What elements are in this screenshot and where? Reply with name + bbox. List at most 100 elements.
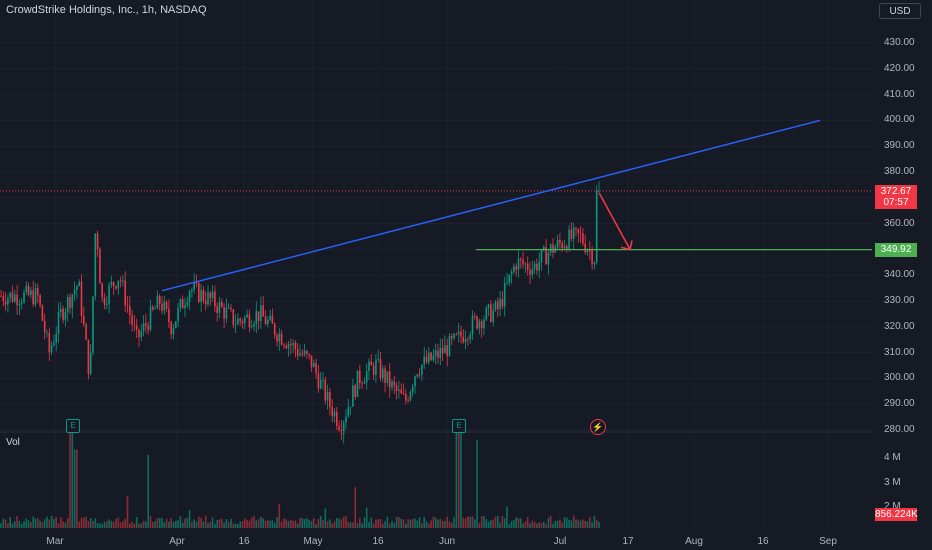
volume-bar <box>232 523 235 528</box>
time-axis-label: 16 <box>372 536 384 547</box>
candle-body <box>317 373 320 389</box>
volume-bar <box>248 520 251 528</box>
candle-body <box>78 281 80 287</box>
volume-bar <box>317 519 320 528</box>
candle-body <box>524 263 527 265</box>
volume-bar <box>20 523 23 528</box>
volume-bar <box>14 521 16 528</box>
volume-bar <box>129 523 131 528</box>
candle-body <box>306 350 308 354</box>
candle-body <box>4 301 7 305</box>
candle-body <box>405 393 407 401</box>
volume-bar <box>377 519 379 528</box>
volume-bar <box>216 519 218 528</box>
volume-bar <box>451 522 453 528</box>
candle-body <box>457 331 460 335</box>
volume-bar <box>524 521 527 528</box>
volume-bar <box>175 520 177 528</box>
volume-bar <box>55 517 57 528</box>
candle-body <box>485 307 488 320</box>
volume-bar <box>287 520 290 528</box>
candle-body <box>377 358 379 361</box>
candle-body <box>112 282 115 287</box>
candle-body <box>407 400 409 402</box>
volume-bar <box>418 517 421 528</box>
volume-bar <box>520 518 522 528</box>
volume-bar <box>547 517 550 528</box>
volume-bar <box>430 520 432 528</box>
volume-bar <box>30 522 32 528</box>
candle-body <box>598 190 600 192</box>
candle-body <box>278 333 281 342</box>
candle-body <box>313 363 315 368</box>
volume-bar <box>131 521 133 528</box>
candle-body <box>529 270 531 275</box>
candle-body <box>584 243 586 253</box>
candle-body <box>110 282 113 286</box>
candle-body <box>451 335 453 339</box>
candle-body <box>570 229 573 239</box>
candle-body <box>322 379 324 381</box>
candle-body <box>547 252 550 265</box>
candle-body <box>372 365 375 375</box>
volume-bar <box>354 487 356 528</box>
candle-body <box>218 302 221 313</box>
earnings-marker[interactable]: E <box>452 419 466 433</box>
candle-body <box>492 310 494 322</box>
volume-bar <box>209 521 212 528</box>
candle-body <box>16 294 18 306</box>
volume-bar <box>388 523 391 528</box>
candle-body <box>257 311 260 321</box>
volume-bar <box>25 518 28 528</box>
volume-bar <box>326 521 329 528</box>
volume-bar <box>591 522 593 528</box>
volume-bar <box>69 430 71 528</box>
candle-body <box>292 342 294 346</box>
volume-bar <box>598 522 600 528</box>
candle-body <box>20 302 23 304</box>
volume-bar <box>499 522 501 528</box>
candle-body <box>73 290 76 295</box>
candle-body <box>384 368 386 383</box>
candle-body <box>117 280 120 289</box>
candle-body <box>267 320 269 325</box>
volume-bar <box>89 518 92 528</box>
volume-bar <box>384 521 386 528</box>
candle-body <box>193 282 195 290</box>
currency-button[interactable]: USD <box>879 3 921 19</box>
volume-axis-label: 2 M <box>884 501 901 512</box>
volume-bar <box>593 515 596 528</box>
candle-body <box>522 259 524 265</box>
candle-body <box>184 305 186 309</box>
time-axis-label: 16 <box>757 536 769 547</box>
volume-bar <box>110 520 113 528</box>
volume-bar <box>566 517 568 528</box>
volume-bar <box>255 520 258 528</box>
volume-bar <box>393 522 396 528</box>
volume-bar <box>363 517 366 528</box>
candle-body <box>409 391 412 401</box>
volume-bar <box>510 521 513 528</box>
volume-bar <box>398 516 400 528</box>
candle-body <box>269 315 271 321</box>
volume-series <box>0 422 600 528</box>
volume-bar <box>526 516 529 528</box>
volume-value-badge: 856.224K <box>875 508 918 521</box>
candle-body <box>39 295 41 306</box>
volume-bar <box>195 521 198 528</box>
candle-body <box>411 386 414 392</box>
volume-bar <box>405 523 407 528</box>
volume-bar <box>402 519 405 528</box>
candle-body <box>444 345 446 354</box>
volume-bar <box>453 517 455 528</box>
volume-bar <box>60 517 62 528</box>
dividend-icon[interactable]: ⚡ <box>590 419 606 435</box>
earnings-marker[interactable]: E <box>66 419 80 433</box>
candle-body <box>83 315 85 325</box>
candle-body <box>232 309 235 325</box>
volume-bar <box>577 519 580 528</box>
volume-bar <box>483 516 485 528</box>
volume-bar <box>319 516 322 528</box>
candle-body <box>211 291 214 298</box>
